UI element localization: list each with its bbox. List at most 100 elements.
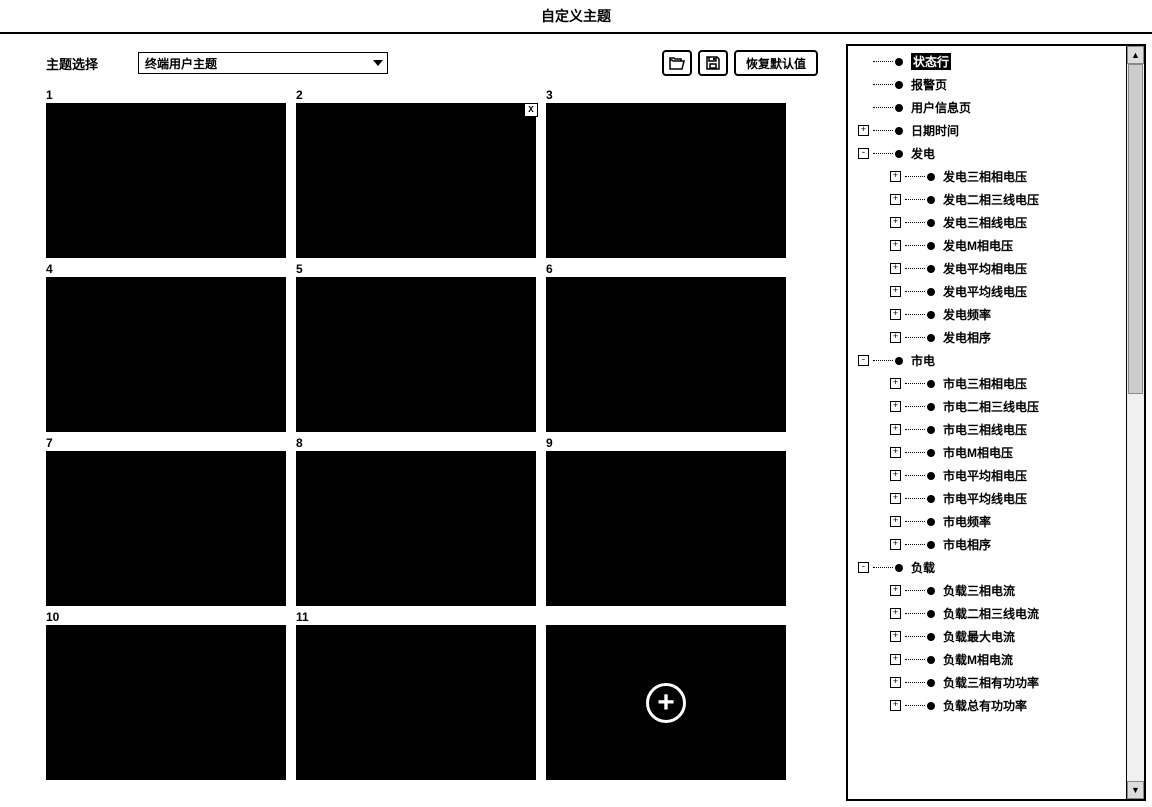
expand-icon[interactable]: + xyxy=(890,401,901,412)
cell-preview[interactable] xyxy=(46,625,286,780)
thumbnail-cell[interactable]: 5 xyxy=(296,262,536,432)
bullet-icon xyxy=(927,288,935,296)
thumbnail-cell[interactable]: 4 xyxy=(46,262,286,432)
tree-node[interactable]: +负载最大电流 xyxy=(848,625,1126,648)
collapse-icon[interactable]: - xyxy=(858,355,869,366)
tree-node[interactable]: +负载三相电流 xyxy=(848,579,1126,602)
theme-select[interactable]: 终端用户主题 xyxy=(138,52,388,74)
expand-icon[interactable]: + xyxy=(890,378,901,389)
expand-icon[interactable]: + xyxy=(890,539,901,550)
scrollbar[interactable]: ▲ ▼ xyxy=(1126,46,1144,799)
tree-node[interactable]: +发电平均线电压 xyxy=(848,280,1126,303)
tree-node-label: 负载总有功功率 xyxy=(943,697,1027,714)
tree-node[interactable]: +发电平均相电压 xyxy=(848,257,1126,280)
tree-node[interactable]: +市电平均线电压 xyxy=(848,487,1126,510)
open-button[interactable] xyxy=(662,50,692,76)
expand-icon[interactable]: + xyxy=(890,470,901,481)
thumbnail-cell[interactable]: 10 xyxy=(46,610,286,780)
bullet-icon xyxy=(927,656,935,664)
expand-icon[interactable]: + xyxy=(890,171,901,182)
restore-defaults-button[interactable]: 恢复默认值 xyxy=(734,50,818,76)
tree-node[interactable]: +日期时间 xyxy=(848,119,1126,142)
thumbnail-cell[interactable]: 2|◀◀|▶|⇔XX xyxy=(296,88,536,258)
save-button[interactable] xyxy=(698,50,728,76)
tree-node[interactable]: 报警页 xyxy=(848,73,1126,96)
add-cell-box[interactable]: + xyxy=(546,625,786,780)
thumbnail-cell[interactable]: 1 xyxy=(46,88,286,258)
cell-preview[interactable] xyxy=(546,103,786,258)
expand-icon[interactable]: + xyxy=(890,677,901,688)
scroll-up-button[interactable]: ▲ xyxy=(1127,46,1144,64)
thumbnail-cell[interactable]: 8 xyxy=(296,436,536,606)
scrollbar-thumb[interactable] xyxy=(1128,64,1143,394)
tree-node[interactable]: + 发电二相三线电压 xyxy=(848,188,1126,211)
scroll-down-button[interactable]: ▼ xyxy=(1127,781,1144,799)
expand-icon[interactable]: + xyxy=(890,608,901,619)
thumbnail-cell[interactable]: 3 xyxy=(546,88,786,258)
collapse-icon[interactable]: - xyxy=(858,562,869,573)
tree-node[interactable]: 用户信息页 xyxy=(848,96,1126,119)
bullet-icon xyxy=(927,449,935,457)
tree-node[interactable]: +市电相序 xyxy=(848,533,1126,556)
expand-icon[interactable]: + xyxy=(890,493,901,504)
tree-node[interactable]: +负载三相有功功率 xyxy=(848,671,1126,694)
expand-icon[interactable]: + xyxy=(890,286,901,297)
tree-node[interactable]: +发电M相电压 xyxy=(848,234,1126,257)
tree-node[interactable]: -负载 xyxy=(848,556,1126,579)
expand-icon[interactable]: + xyxy=(890,424,901,435)
tree-node[interactable]: -发电 xyxy=(848,142,1126,165)
expand-icon[interactable]: + xyxy=(890,447,901,458)
tree-node[interactable]: +负载M相电流 xyxy=(848,648,1126,671)
cell-preview[interactable] xyxy=(46,103,286,258)
bullet-icon xyxy=(927,541,935,549)
expand-icon[interactable]: + xyxy=(890,516,901,527)
cell-preview[interactable]: X xyxy=(296,103,536,258)
expand-icon[interactable]: + xyxy=(890,332,901,343)
thumbnail-grid: 12|◀◀|▶|⇔XX3 456 789 10 11+ xyxy=(46,88,838,780)
chevron-down-icon xyxy=(373,60,383,66)
thumbnail-cell[interactable]: 7 xyxy=(46,436,286,606)
expand-icon[interactable]: + xyxy=(890,217,901,228)
expand-icon[interactable]: + xyxy=(890,631,901,642)
tree-node[interactable]: +发电频率 xyxy=(848,303,1126,326)
cell-preview[interactable] xyxy=(296,451,536,606)
expand-icon[interactable]: + xyxy=(890,240,901,251)
tree-node[interactable]: 状态行 xyxy=(848,50,1126,73)
thumbnail-cell[interactable]: 6 xyxy=(546,262,786,432)
tree-node[interactable]: -市电 xyxy=(848,349,1126,372)
expand-icon[interactable]: + xyxy=(890,309,901,320)
thumbnail-cell[interactable]: 9 xyxy=(546,436,786,606)
add-cell[interactable]: + xyxy=(546,610,786,780)
expand-icon[interactable]: + xyxy=(890,700,901,711)
expand-icon[interactable]: + xyxy=(890,654,901,665)
cell-number: 10 xyxy=(46,610,286,625)
tree-node[interactable]: + 负载总有功功率 xyxy=(848,694,1126,717)
cell-preview[interactable] xyxy=(546,451,786,606)
cell-close-button[interactable]: X xyxy=(524,103,538,117)
tree-node-label: 发电二相三线电压 xyxy=(943,191,1039,208)
tree-node[interactable]: +发电三相相电压 xyxy=(848,165,1126,188)
cell-preview[interactable] xyxy=(296,277,536,432)
cell-preview[interactable] xyxy=(546,277,786,432)
tree-node[interactable]: +发电相序 xyxy=(848,326,1126,349)
tree-node[interactable]: +市电二相三线电压 xyxy=(848,395,1126,418)
tree-node[interactable]: +市电三相相电压 xyxy=(848,372,1126,395)
tree-view[interactable]: 状态行报警页用户信息页+日期时间-发电+发电三相相电压+发电二相三线电压+发电三… xyxy=(848,46,1126,799)
expand-icon[interactable]: + xyxy=(890,263,901,274)
tree-node[interactable]: +负载二相三线电流 xyxy=(848,602,1126,625)
cell-number: 6 xyxy=(546,262,786,277)
tree-node[interactable]: +市电三相线电压 xyxy=(848,418,1126,441)
expand-icon[interactable]: + xyxy=(858,125,869,136)
cell-preview[interactable] xyxy=(46,277,286,432)
collapse-icon[interactable]: - xyxy=(858,148,869,159)
tree-node[interactable]: +市电M相电压 xyxy=(848,441,1126,464)
tree-node[interactable]: + 市电平均相电压 xyxy=(848,464,1126,487)
expand-icon[interactable]: + xyxy=(890,194,901,205)
tree-node[interactable]: +发电三相线电压 xyxy=(848,211,1126,234)
thumbnail-cell[interactable]: 11 xyxy=(296,610,536,780)
tree-node[interactable]: +市电频率 xyxy=(848,510,1126,533)
expand-icon[interactable]: + xyxy=(890,585,901,596)
tree-node-label: 市电平均相电压 xyxy=(943,467,1027,484)
cell-preview[interactable] xyxy=(296,625,536,780)
cell-preview[interactable] xyxy=(46,451,286,606)
